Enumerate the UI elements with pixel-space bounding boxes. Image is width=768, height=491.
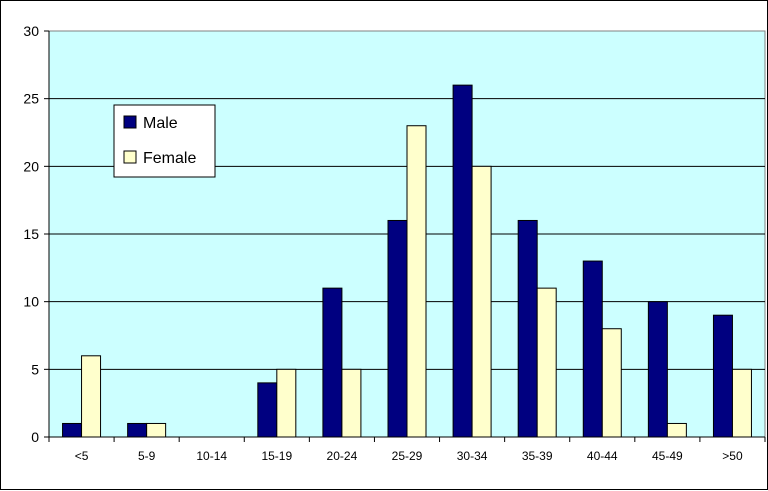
bar-female-8 (601, 328, 622, 438)
bar-female-3 (276, 368, 297, 438)
bars (62, 84, 752, 438)
x-tick-label: >50 (722, 449, 743, 463)
bar-male-5 (387, 219, 408, 438)
y-tick-label: 0 (31, 429, 39, 445)
bar-female-0 (81, 355, 102, 438)
y-tick-label: 15 (23, 226, 39, 242)
bar-female-7 (536, 287, 557, 438)
x-tick-label: 30-34 (457, 449, 488, 463)
bar-female-9 (666, 422, 687, 438)
y-tick-label: 10 (23, 294, 39, 310)
bar-male-3 (257, 382, 278, 438)
y-tick-label: 30 (23, 23, 39, 39)
x-tick-label: 15-19 (261, 449, 292, 463)
x-tick-label: <5 (75, 449, 89, 463)
bar-male-9 (647, 301, 668, 438)
x-axis-ticks: <5 5-9 10-14 15-19 20-24 25-29 30-34 35-39 40-44… (48, 437, 766, 463)
bar-female-1 (146, 422, 167, 438)
bar-male-4 (322, 287, 343, 438)
bar-male-6 (452, 84, 473, 438)
x-tick-label: 20-24 (327, 449, 358, 463)
x-tick-label: 45-49 (652, 449, 683, 463)
bar-male-0 (62, 422, 83, 438)
bar-male-8 (582, 260, 603, 438)
x-tick-label: 5-9 (138, 449, 156, 463)
legend-label-female: Female (143, 150, 196, 167)
bar-female-10 (731, 368, 752, 438)
bar-male-1 (127, 422, 148, 438)
x-tick-label: 10-14 (196, 449, 227, 463)
x-tick-label: 25-29 (392, 449, 423, 463)
y-axis-ticks: 0 5 10 15 20 25 30 (23, 23, 49, 445)
x-tick-label: 35-39 (522, 449, 553, 463)
y-tick-label: 5 (31, 361, 39, 377)
bar-female-4 (341, 368, 362, 438)
legend-swatch-male (123, 115, 137, 129)
bar-male-10 (712, 314, 733, 438)
bar-male-7 (517, 219, 538, 438)
y-tick-label: 20 (23, 158, 39, 174)
legend: Male Female (113, 104, 216, 178)
bar-female-6 (471, 165, 492, 438)
legend-swatch-female (123, 150, 137, 164)
bar-female-5 (406, 125, 427, 438)
y-tick-label: 25 (23, 91, 39, 107)
legend-label-male: Male (143, 115, 178, 132)
x-tick-label: 40-44 (587, 449, 618, 463)
